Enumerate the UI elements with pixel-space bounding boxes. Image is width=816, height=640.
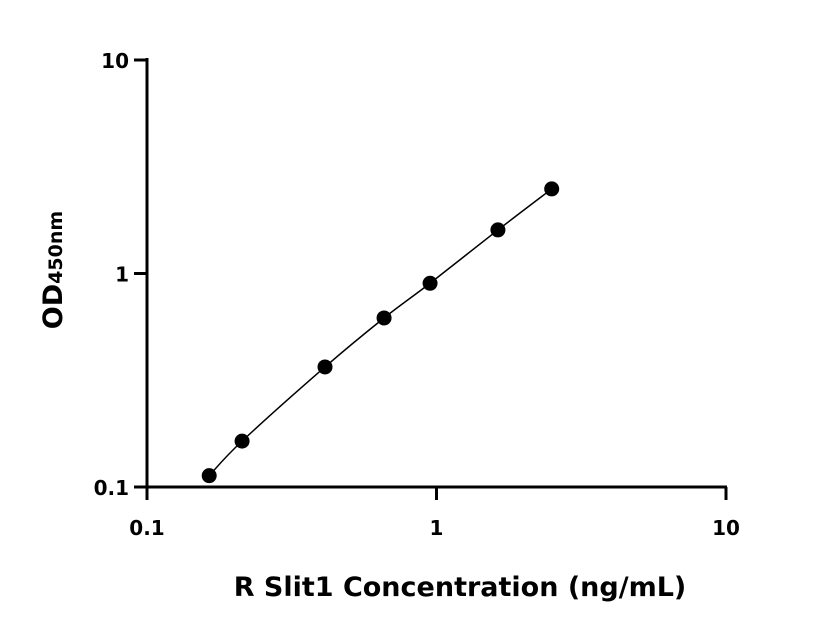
y-axis-label-sub: 450nm xyxy=(45,211,67,284)
y-tick-label: 10 xyxy=(101,49,129,73)
y-axis-label: OD450nm xyxy=(38,211,69,329)
x-axis-label: R Slit1 Concentration (ng/mL) xyxy=(234,572,687,603)
y-tick-label: 0.1 xyxy=(94,476,129,500)
point xyxy=(201,468,217,484)
point xyxy=(490,222,506,238)
point xyxy=(234,433,250,449)
x-tick-label: 10 xyxy=(712,516,740,540)
point xyxy=(422,275,438,291)
y-tick-label: 1 xyxy=(115,263,129,287)
y-axis-label-main: OD xyxy=(38,284,69,329)
x-tick-label: 0.1 xyxy=(129,516,164,540)
point xyxy=(317,359,333,375)
point xyxy=(544,181,560,197)
x-tick-label: 1 xyxy=(430,516,444,540)
point xyxy=(376,310,392,326)
